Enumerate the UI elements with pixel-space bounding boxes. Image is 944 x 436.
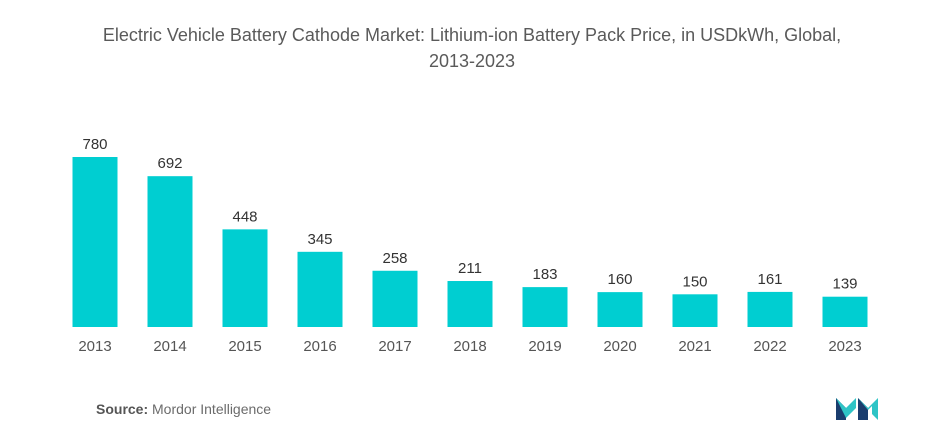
source-label: Source: [96, 401, 149, 417]
data-label-2021: 150 [682, 273, 707, 290]
mordor-intelligence-logo-icon [836, 398, 878, 420]
x-tick-label-2021: 2021 [678, 338, 711, 355]
x-tick-label-2014: 2014 [153, 338, 186, 355]
x-tick-label-2013: 2013 [78, 338, 111, 355]
x-tick-label-2016: 2016 [303, 338, 336, 355]
data-label-2017: 258 [382, 250, 407, 267]
data-label-2014: 692 [157, 155, 182, 172]
bar-2014 [147, 176, 193, 327]
data-label-2023: 139 [832, 276, 857, 293]
bar-2022 [747, 291, 793, 327]
x-tick-label-2019: 2019 [528, 338, 561, 355]
data-label-2018: 211 [458, 260, 482, 277]
x-tick-label-2017: 2017 [378, 338, 411, 355]
bar-2018 [447, 281, 493, 327]
bar-2013 [72, 157, 118, 327]
x-tick-label-2020: 2020 [603, 338, 636, 355]
data-label-2016: 345 [307, 231, 332, 248]
bar-2016 [297, 251, 343, 327]
data-label-2015: 448 [232, 208, 257, 225]
data-label-2013: 780 [82, 136, 107, 153]
data-label-2019: 183 [532, 266, 557, 283]
bar-2020 [597, 292, 643, 327]
bar-2015 [222, 229, 268, 327]
data-label-2022: 161 [757, 271, 782, 288]
bar-2017 [372, 270, 418, 327]
data-label-2020: 160 [607, 271, 632, 288]
x-tick-label-2023: 2023 [828, 338, 861, 355]
source-text: Mordor Intelligence [152, 401, 272, 417]
x-tick-label-2015: 2015 [228, 338, 261, 355]
bar-2023 [822, 296, 868, 327]
bar-2019 [522, 287, 568, 327]
x-tick-label-2022: 2022 [753, 338, 786, 355]
chart-title-line2: 2013-2023 [428, 51, 516, 71]
x-tick-label-2018: 2018 [453, 338, 486, 355]
chart-title-line1: Electric Vehicle Battery Cathode Market:… [102, 25, 842, 45]
bar-2021 [672, 294, 718, 327]
source-note: Source: Mordor Intelligence [96, 401, 271, 417]
chart-title: Electric Vehicle Battery Cathode Market:… [0, 22, 944, 74]
